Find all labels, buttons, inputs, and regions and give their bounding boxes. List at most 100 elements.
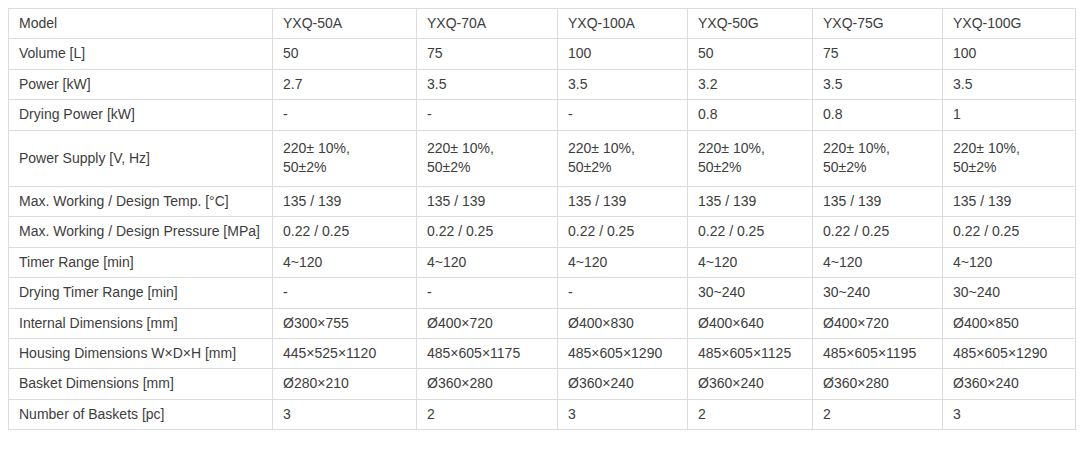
- row-label: Timer Range [min]: [9, 247, 273, 277]
- spec-cell: 0.22 / 0.25: [417, 217, 558, 247]
- row-label: Power Supply [V, Hz]: [9, 130, 273, 187]
- row-label: Max. Working / Design Pressure [MPa]: [9, 217, 273, 247]
- spec-cell: 4~120: [943, 247, 1076, 277]
- column-header: YXQ-100G: [943, 9, 1076, 39]
- spec-cell: Ø360×240: [558, 369, 688, 399]
- spec-cell: 50: [688, 39, 813, 69]
- spec-cell: 3: [273, 399, 417, 429]
- spec-cell: -: [417, 100, 558, 130]
- spec-cell: 0.22 / 0.25: [558, 217, 688, 247]
- spec-cell: -: [273, 100, 417, 130]
- spec-cell: -: [558, 100, 688, 130]
- spec-cell: -: [417, 278, 558, 308]
- spec-cell: 220± 10%, 50±2%: [943, 130, 1076, 187]
- spec-cell: 220± 10%, 50±2%: [273, 130, 417, 187]
- spec-cell: Ø360×240: [688, 369, 813, 399]
- spec-cell: 135 / 139: [273, 187, 417, 217]
- spec-cell: 2: [417, 399, 558, 429]
- spec-cell: 4~120: [813, 247, 943, 277]
- column-header: YXQ-50A: [273, 9, 417, 39]
- spec-cell: 485×605×1290: [558, 339, 688, 369]
- table-row: Timer Range [min]4~1204~1204~1204~1204~1…: [9, 247, 1076, 277]
- spec-cell: 135 / 139: [558, 187, 688, 217]
- spec-cell: 2: [813, 399, 943, 429]
- spec-cell: 3.5: [417, 69, 558, 99]
- spec-cell: 220± 10%, 50±2%: [813, 130, 943, 187]
- spec-cell: 0.22 / 0.25: [943, 217, 1076, 247]
- spec-cell: -: [273, 278, 417, 308]
- table-row: Power [kW]2.73.53.53.23.53.5: [9, 69, 1076, 99]
- table-row: Internal Dimensions [mm]Ø300×755Ø400×720…: [9, 308, 1076, 338]
- row-label: Power [kW]: [9, 69, 273, 99]
- spec-cell: 135 / 139: [813, 187, 943, 217]
- spec-cell: 0.8: [813, 100, 943, 130]
- spec-cell: 135 / 139: [688, 187, 813, 217]
- spec-cell: 100: [943, 39, 1076, 69]
- header-row: ModelYXQ-50AYXQ-70AYXQ-100AYXQ-50GYXQ-75…: [9, 9, 1076, 39]
- spec-cell: 3: [943, 399, 1076, 429]
- spec-cell: 4~120: [688, 247, 813, 277]
- spec-cell: 4~120: [558, 247, 688, 277]
- column-header: YXQ-70A: [417, 9, 558, 39]
- column-header: YXQ-100A: [558, 9, 688, 39]
- spec-cell: Ø400×850: [943, 308, 1076, 338]
- spec-cell: 135 / 139: [417, 187, 558, 217]
- spec-cell: Ø300×755: [273, 308, 417, 338]
- spec-cell: 4~120: [417, 247, 558, 277]
- table-row: Drying Timer Range [min]---30~24030~2403…: [9, 278, 1076, 308]
- spec-cell: 135 / 139: [943, 187, 1076, 217]
- spec-cell: 220± 10%, 50±2%: [558, 130, 688, 187]
- spec-cell: 50: [273, 39, 417, 69]
- table-row: Housing Dimensions W×D×H [mm]445×525×112…: [9, 339, 1076, 369]
- spec-cell: 75: [813, 39, 943, 69]
- spec-cell: Ø400×720: [813, 308, 943, 338]
- row-label: Basket Dimensions [mm]: [9, 369, 273, 399]
- row-label: Internal Dimensions [mm]: [9, 308, 273, 338]
- spec-cell: 3.2: [688, 69, 813, 99]
- specifications-table: ModelYXQ-50AYXQ-70AYXQ-100AYXQ-50GYXQ-75…: [8, 8, 1076, 430]
- column-header: YXQ-75G: [813, 9, 943, 39]
- spec-cell: 0.8: [688, 100, 813, 130]
- spec-cell: 100: [558, 39, 688, 69]
- spec-cell: 3: [558, 399, 688, 429]
- spec-cell: 30~240: [813, 278, 943, 308]
- spec-cell: 3.5: [943, 69, 1076, 99]
- spec-cell: 220± 10%, 50±2%: [688, 130, 813, 187]
- spec-cell: 30~240: [688, 278, 813, 308]
- spec-cell: 485×605×1175: [417, 339, 558, 369]
- spec-cell: Ø400×830: [558, 308, 688, 338]
- spec-cell: 220± 10%, 50±2%: [417, 130, 558, 187]
- spec-cell: 0.22 / 0.25: [688, 217, 813, 247]
- spec-cell: 3.5: [813, 69, 943, 99]
- spec-cell: Ø360×240: [943, 369, 1076, 399]
- row-label: Number of Baskets [pc]: [9, 399, 273, 429]
- table-row: Max. Working / Design Pressure [MPa] 0.22…: [9, 217, 1076, 247]
- table-row: Power Supply [V, Hz]220± 10%, 50±2%220± …: [9, 130, 1076, 187]
- row-label: Drying Timer Range [min]: [9, 278, 273, 308]
- spec-cell: 485×605×1125: [688, 339, 813, 369]
- table-row: Drying Power [kW]---0.80.81: [9, 100, 1076, 130]
- table-row: Volume [L]50751005075100: [9, 39, 1076, 69]
- column-header: YXQ-50G: [688, 9, 813, 39]
- spec-cell: 3.5: [558, 69, 688, 99]
- row-label: Volume [L]: [9, 39, 273, 69]
- column-header-model: Model: [9, 9, 273, 39]
- spec-cell: 0.22 / 0.25: [813, 217, 943, 247]
- spec-cell: Ø280×210: [273, 369, 417, 399]
- spec-cell: -: [558, 278, 688, 308]
- spec-cell: Ø400×720: [417, 308, 558, 338]
- spec-cell: 445×525×1120: [273, 339, 417, 369]
- table-row: Number of Baskets [pc]323223: [9, 399, 1076, 429]
- spec-cell: Ø360×280: [417, 369, 558, 399]
- table-row: Basket Dimensions [mm]Ø280×210Ø360×280Ø3…: [9, 369, 1076, 399]
- spec-cell: 4~120: [273, 247, 417, 277]
- row-label: Max. Working / Design Temp. [°C]: [9, 187, 273, 217]
- spec-cell: Ø400×640: [688, 308, 813, 338]
- spec-cell: 2: [688, 399, 813, 429]
- row-label: Housing Dimensions W×D×H [mm]: [9, 339, 273, 369]
- spec-cell: 1: [943, 100, 1076, 130]
- spec-cell: Ø360×280: [813, 369, 943, 399]
- spec-cell: 30~240: [943, 278, 1076, 308]
- spec-cell: 485×605×1195: [813, 339, 943, 369]
- spec-cell: 2.7: [273, 69, 417, 99]
